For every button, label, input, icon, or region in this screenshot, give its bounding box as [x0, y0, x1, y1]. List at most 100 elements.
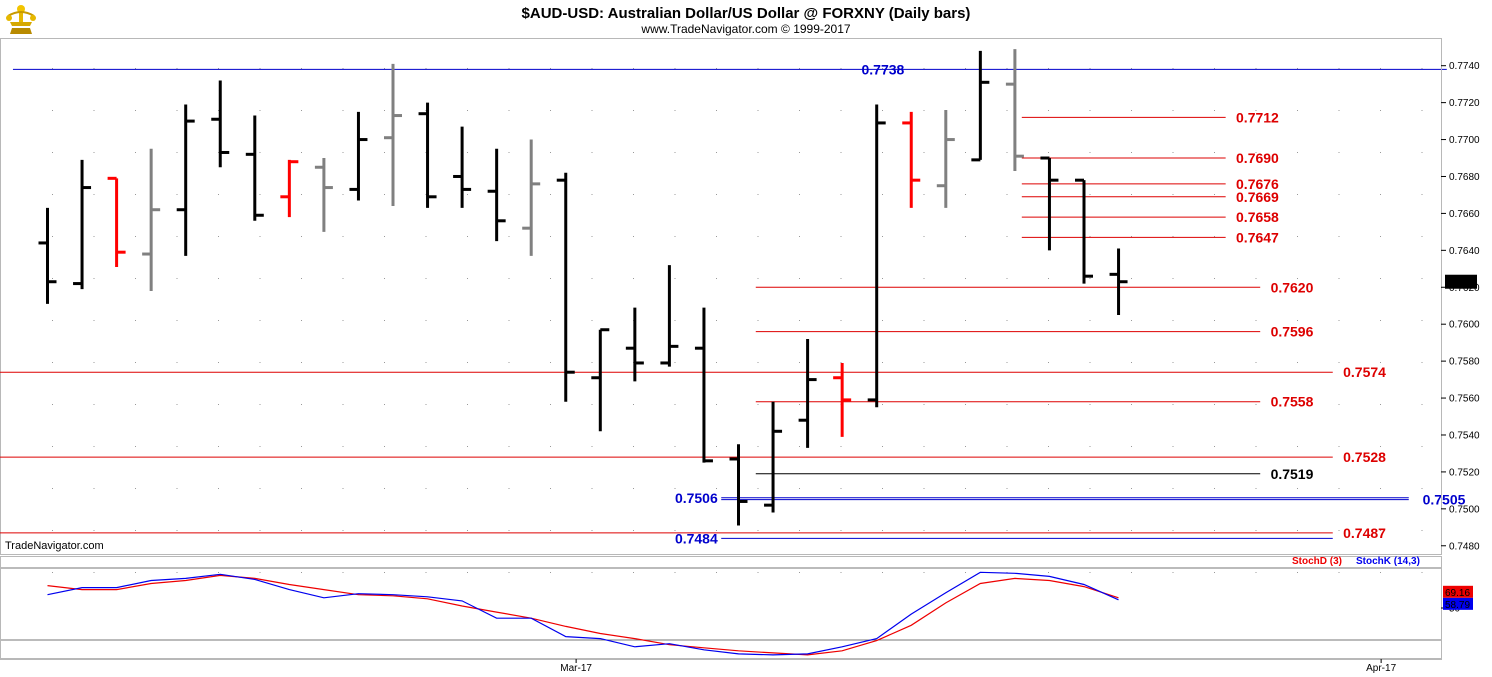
grid-dot — [1048, 320, 1049, 321]
grid-dot — [1131, 362, 1132, 363]
grid-dot — [965, 572, 966, 573]
grid-dot — [176, 320, 178, 321]
grid-dot — [591, 194, 593, 195]
grid-dot — [840, 68, 842, 69]
grid-dot — [425, 110, 427, 111]
grid-dot — [1380, 446, 1381, 447]
grid-dot — [1255, 110, 1257, 111]
grid-dot — [923, 530, 925, 531]
grid-dot — [1338, 572, 1340, 573]
grid-dot — [176, 110, 178, 111]
grid-dot — [674, 404, 676, 405]
grid-dot — [93, 236, 95, 237]
grid-dot — [218, 152, 219, 153]
grid-dot — [923, 572, 925, 573]
grid-dot — [508, 278, 510, 279]
grid-dot — [301, 152, 302, 153]
grid-dot — [1089, 152, 1091, 153]
grid-dot — [923, 110, 925, 111]
grid-dot — [342, 572, 344, 573]
grid-dot — [135, 404, 136, 405]
grid-dot — [1255, 68, 1257, 69]
grid-dot — [1214, 194, 1215, 195]
grid-dot — [674, 446, 676, 447]
grid-dot — [508, 110, 510, 111]
stochk-line — [47, 571, 1119, 656]
grid-dot — [1421, 530, 1423, 531]
grid-dot — [467, 530, 468, 531]
time-tick-label: Mar-17 — [560, 663, 592, 674]
grid-dot — [550, 152, 551, 153]
grid-dot — [176, 404, 178, 405]
grid-dot — [425, 446, 427, 447]
grid-dot — [93, 446, 95, 447]
grid-dot — [965, 488, 966, 489]
grid-dot — [508, 194, 510, 195]
grid-dot — [1048, 404, 1049, 405]
grid-dot — [1172, 572, 1174, 573]
grid-dot — [1131, 278, 1132, 279]
grid-dot — [1172, 278, 1174, 279]
grid-dot — [259, 488, 261, 489]
ohlc-bar — [867, 104, 886, 408]
grid-dot — [550, 404, 551, 405]
legend-stochd: StochD (3) — [1292, 556, 1342, 567]
grid-dot — [716, 320, 717, 321]
stochk-value-box — [1443, 597, 1473, 610]
grid-dot — [1338, 320, 1340, 321]
grid-dot — [1172, 194, 1174, 195]
grid-dot — [840, 194, 842, 195]
grid-dot — [218, 68, 219, 69]
grid-dot — [301, 68, 302, 69]
grid-dot — [1255, 404, 1257, 405]
grid-dot — [1172, 320, 1174, 321]
grid-dot — [52, 68, 53, 69]
grid-dot — [1255, 152, 1257, 153]
grid-dot — [757, 320, 759, 321]
grid-dot — [93, 278, 95, 279]
grid-dot — [716, 194, 717, 195]
price-tick-label: 0.7520 — [1449, 467, 1480, 478]
grid-dot — [176, 488, 178, 489]
grid-dot — [467, 152, 468, 153]
chart-title: $AUD-USD: Australian Dollar/US Dollar @ … — [522, 5, 971, 22]
grid-dot — [757, 530, 759, 531]
grid-dot — [425, 362, 427, 363]
grid-dot — [674, 278, 676, 279]
grid-dot — [591, 446, 593, 447]
ohlc-bar — [142, 148, 161, 291]
grid-dot — [218, 446, 219, 447]
stochk-value: 58.79 — [1445, 600, 1470, 611]
grid-dot — [467, 572, 468, 573]
grid-dot — [674, 110, 676, 111]
grid-dot — [342, 194, 344, 195]
grid-dot — [1380, 110, 1381, 111]
grid-dot — [591, 572, 593, 573]
grid-dot — [1214, 572, 1215, 573]
grid-dot — [218, 572, 219, 573]
grid-dot — [716, 530, 717, 531]
grid-dot — [799, 404, 800, 405]
grid-dot — [1297, 362, 1298, 363]
grid-dot — [259, 152, 261, 153]
ohlc-bar — [625, 307, 644, 382]
grid-dot — [218, 362, 219, 363]
grid-dot — [923, 404, 925, 405]
grid-dot — [757, 152, 759, 153]
grid-dot — [1255, 278, 1257, 279]
grid-dot — [467, 362, 468, 363]
grid-dot — [342, 530, 344, 531]
grid-dot — [52, 236, 53, 237]
grid-dot — [674, 320, 676, 321]
grid-dot — [591, 362, 593, 363]
grid-dot — [674, 362, 676, 363]
grid-dot — [550, 446, 551, 447]
grid-dot — [259, 278, 261, 279]
grid-dot — [1214, 152, 1215, 153]
grid-dot — [1380, 404, 1381, 405]
grid-dot — [176, 530, 178, 531]
price-tick-label: 0.7680 — [1449, 172, 1480, 183]
last-price-box — [1445, 274, 1477, 289]
grid-dot — [1131, 236, 1132, 237]
gold-trophy-icon — [6, 5, 36, 34]
